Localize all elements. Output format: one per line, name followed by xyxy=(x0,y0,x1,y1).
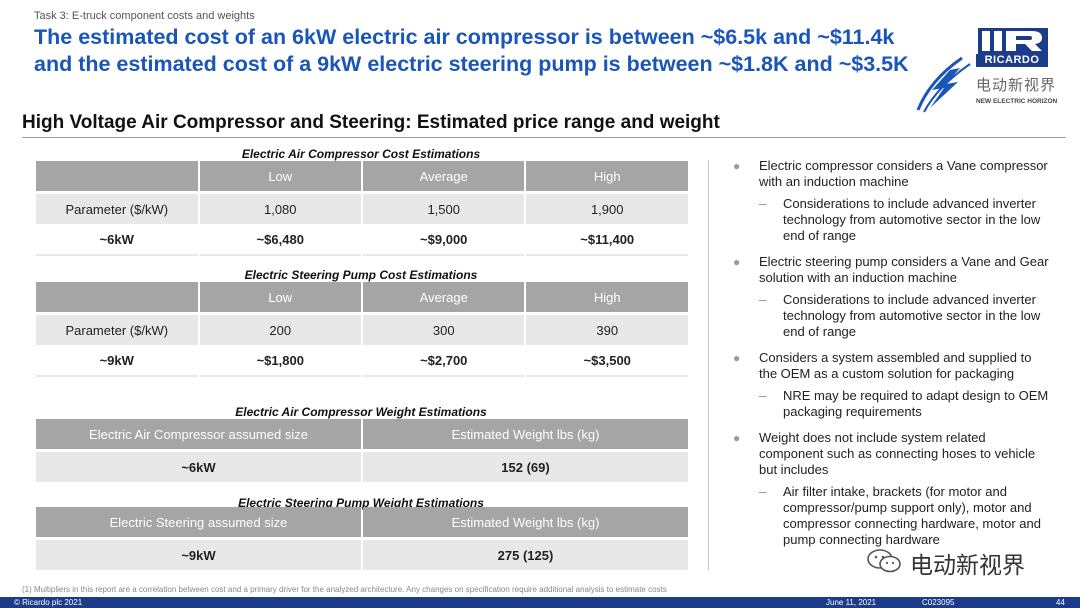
table-header-row: Low Average High xyxy=(36,282,688,312)
table-cell: ~$2,700 xyxy=(363,345,525,377)
headline-line-1: The estimated cost of an 6kW electric ai… xyxy=(34,25,895,49)
table-cell: ~9kW xyxy=(36,345,198,377)
table-row: ~6kW ~$6,480 ~$9,000 ~$11,400 xyxy=(36,224,688,256)
lightning-bolt-icon xyxy=(916,56,971,113)
table3-caption: Electric Air Compressor Weight Estimatio… xyxy=(235,405,487,419)
table-cell: 1,080 xyxy=(199,194,361,224)
compressor-cost-table: Low Average High Parameter ($/kW) 1,080 … xyxy=(34,161,690,256)
table1-caption: Electric Air Compressor Cost Estimations xyxy=(241,147,481,161)
footer-date: June 11, 2021 xyxy=(826,598,877,607)
header-cell: Electric Steering assumed size xyxy=(36,507,361,537)
task-label: Task 3: E-truck component costs and weig… xyxy=(34,10,255,22)
bullet-item: ● Electric steering pump considers a Vane… xyxy=(733,254,1049,285)
footnote: (1) Multipliers in this report are a cor… xyxy=(22,585,667,594)
table-cell: ~$11,400 xyxy=(526,224,688,256)
dash-icon: – xyxy=(759,388,767,403)
steering-weight-table: Electric Steering assumed size Estimated… xyxy=(34,507,690,570)
header-cell xyxy=(36,161,198,191)
bullet-dot-icon: ● xyxy=(733,255,741,269)
table-cell: 300 xyxy=(363,315,525,345)
header-cell: Estimated Weight lbs (kg) xyxy=(363,507,688,537)
dash-icon: – xyxy=(759,196,767,211)
table-cell: ~6kW xyxy=(36,452,361,482)
headline-line-2: and the estimated cost of a 9kW electric… xyxy=(34,52,909,76)
bullet-dot-icon: ● xyxy=(733,351,741,365)
title-divider xyxy=(22,137,1066,138)
header-cell: Average xyxy=(363,161,525,191)
table-cell: ~$3,500 xyxy=(526,345,688,377)
sub-bullet-item: – Air filter intake, brackets (for motor … xyxy=(759,484,1041,547)
table-header-row: Low Average High xyxy=(36,161,688,191)
footer-bar: © Ricardo plc 2021 June 11, 2021 C023095… xyxy=(0,597,1080,608)
table-cell: 390 xyxy=(526,315,688,345)
bullet-item: ● Considers a system assembled and suppli… xyxy=(733,350,1032,381)
header-cell: High xyxy=(526,282,688,312)
section-title: High Voltage Air Compressor and Steering… xyxy=(22,112,720,133)
wechat-icon xyxy=(867,549,901,573)
steering-cost-table: Low Average High Parameter ($/kW) 200 30… xyxy=(34,282,690,377)
table-cell: 1,500 xyxy=(363,194,525,224)
table-cell: ~$6,480 xyxy=(199,224,361,256)
table-cell: 275 (125) xyxy=(363,540,688,570)
watermark-text: 电动新视界 xyxy=(910,553,1025,579)
header-cell: Low xyxy=(199,282,361,312)
table-cell: ~9kW xyxy=(36,540,361,570)
ricardo-logo: RICARDO 电动新视界 NEW ELECTRIC HORIZON xyxy=(910,26,1070,118)
header-cell: Average xyxy=(363,282,525,312)
header-cell: Electric Air Compressor assumed size xyxy=(36,419,361,449)
ricardo-wordmark: RICARDO xyxy=(976,54,1048,67)
logo-chinese-name: 电动新视界 xyxy=(976,76,1057,94)
dash-icon: – xyxy=(759,292,767,307)
bullet-dot-icon: ● xyxy=(733,159,741,173)
sub-bullet-item: – Considerations to include advanced inve… xyxy=(759,196,1041,243)
header-cell: Low xyxy=(199,161,361,191)
compressor-weight-table: Electric Air Compressor assumed size Est… xyxy=(34,419,690,482)
bullet-item: ● Weight does not include system related … xyxy=(733,430,1036,477)
page-number: 44 xyxy=(1056,598,1065,607)
table-row: Parameter ($/kW) 200 300 390 xyxy=(36,315,688,345)
table-cell: 1,900 xyxy=(526,194,688,224)
column-divider xyxy=(708,160,709,570)
table4-caption: Electric Steering Pump Weight Estimation… xyxy=(238,496,484,510)
wechat-watermark: 电动新视界 xyxy=(866,546,1056,579)
logo-english-name: NEW ELECTRIC HORIZON xyxy=(976,98,1058,105)
table-cell: ~$9,000 xyxy=(363,224,525,256)
table-row: ~9kW ~$1,800 ~$2,700 ~$3,500 xyxy=(36,345,688,377)
sub-bullet-item: – Considerations to include advanced inve… xyxy=(759,292,1041,339)
table-header-row: Electric Steering assumed size Estimated… xyxy=(36,507,688,537)
header-cell: High xyxy=(526,161,688,191)
table-row: ~9kW 275 (125) xyxy=(36,540,688,570)
footer-copyright: © Ricardo plc 2021 xyxy=(14,598,83,607)
table-cell: 200 xyxy=(199,315,361,345)
table-header-row: Electric Air Compressor assumed size Est… xyxy=(36,419,688,449)
table-cell: ~6kW xyxy=(36,224,198,256)
ricardo-r-icon xyxy=(978,28,1048,54)
table2-caption: Electric Steering Pump Cost Estimations xyxy=(244,268,478,282)
bullet-item: ● Electric compressor considers a Vane co… xyxy=(733,158,1048,189)
table-cell: 152 (69) xyxy=(363,452,688,482)
header-cell xyxy=(36,282,198,312)
page-headline: The estimated cost of an 6kW electric ai… xyxy=(34,24,964,78)
table-row: ~6kW 152 (69) xyxy=(36,452,688,482)
table-cell: Parameter ($/kW) xyxy=(36,315,198,345)
header-cell: Estimated Weight lbs (kg) xyxy=(363,419,688,449)
notes-list: ● Electric compressor considers a Vane co… xyxy=(733,158,1053,558)
table-cell: Parameter ($/kW) xyxy=(36,194,198,224)
table-cell: ~$1,800 xyxy=(199,345,361,377)
sub-bullet-item: – NRE may be required to adapt design to … xyxy=(759,388,1049,419)
bullet-dot-icon: ● xyxy=(733,431,741,445)
table-row: Parameter ($/kW) 1,080 1,500 1,900 xyxy=(36,194,688,224)
dash-icon: – xyxy=(759,484,767,499)
footer-code: C023095 xyxy=(922,598,955,607)
